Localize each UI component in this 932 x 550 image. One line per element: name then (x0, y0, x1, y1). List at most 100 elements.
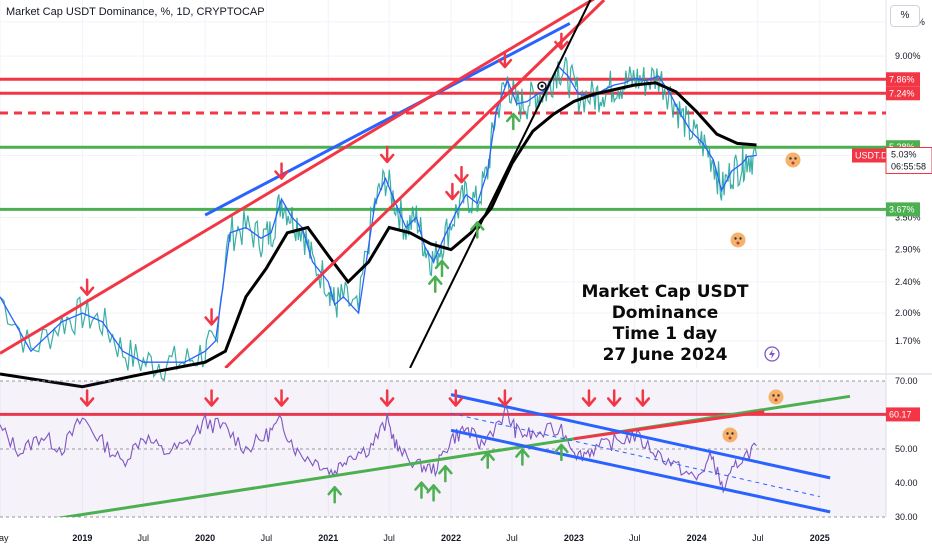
x-tick-label: 2024 (687, 533, 707, 543)
up-arrow (470, 221, 485, 239)
chart-title: Market Cap USDT Dominance, %, 1D, CRYPTO… (6, 6, 265, 18)
y-tick-label: 30.00 (895, 512, 918, 522)
eye-pupil (540, 84, 544, 88)
up-arrow (515, 448, 530, 466)
oscillator-level-badge (886, 407, 920, 422)
price-axis: 11.00%9.00%3.50%2.90%2.40%2.00%1.70%70.0… (895, 17, 925, 522)
up-arrow (506, 112, 521, 131)
y-tick-label: 2.90% (895, 245, 921, 255)
y-tick-label: 2.00% (895, 308, 921, 318)
up-arrow (426, 484, 441, 502)
x-tick-label: Jul (138, 533, 150, 543)
level-badge (886, 202, 920, 217)
monocle-face-icon-eye (777, 394, 780, 397)
monocle-face-icon-eye (789, 157, 792, 160)
down-arrow (581, 389, 597, 407)
symbol-tag (852, 148, 886, 163)
monocle-face-icon-mouth (774, 398, 778, 402)
price-series (0, 56, 758, 382)
lightning-bolt (769, 349, 775, 359)
main-arrows (79, 32, 569, 326)
x-tick-label: Jul (261, 533, 273, 543)
current-value-badge (885, 147, 932, 175)
oscillator-arrows (79, 389, 651, 504)
y-tick-label: 9.00% (895, 51, 921, 61)
up-arrow (554, 443, 569, 462)
x-tick-label: May (0, 533, 9, 543)
x-tick-label: 2019 (72, 533, 92, 543)
oscillator-trendline-group (56, 393, 851, 517)
down-arrow (379, 389, 395, 407)
current-value-text: 5.03% (891, 150, 917, 160)
down-arrow (79, 389, 95, 407)
x-tick-label: 2020 (195, 533, 215, 543)
down-arrow (606, 389, 622, 407)
up-arrow (480, 451, 495, 469)
lightning-icon (764, 346, 780, 362)
countdown-text: 06:55:58 (891, 162, 926, 172)
shocked-face-icon-eye (734, 237, 737, 240)
level-badge-text: 3.67% (889, 204, 915, 214)
main-trendline (224, 0, 606, 368)
oscillator-trendline (573, 410, 765, 441)
monocle-face-icon (785, 152, 801, 168)
shocked-face-icon (730, 232, 746, 248)
down-arrow (448, 389, 464, 407)
down-arrow (204, 308, 219, 326)
main-trendline-group (0, 0, 606, 368)
y-tick-label: 1.70% (895, 336, 921, 346)
moving-average-series (0, 81, 757, 389)
monocle-face-icon-eye (794, 157, 797, 160)
level-badge (886, 72, 920, 87)
annotation-line-3: 27 June 2024 (602, 345, 728, 365)
oscillator-trendline (450, 393, 831, 480)
up-arrow (438, 464, 453, 483)
x-tick-label: Jul (629, 533, 641, 543)
main-trendlines (0, 0, 606, 368)
up-arrow (327, 485, 342, 504)
monocle-face-icon-mouth (728, 436, 732, 440)
x-tick-label: Jul (752, 533, 764, 543)
monocle-face-icon-eye (772, 394, 775, 397)
slow-average-line (0, 81, 757, 389)
price-badges: 7.86%7.24%5.28%3.67%60.17USDT.D5.03%06:5… (852, 72, 932, 422)
time-axis: May 2019 Jul 2020 Jul 2021 Jul 2022 Jul 2023 Jul 20… (0, 533, 830, 543)
y-tick-label: 40.00 (895, 478, 918, 488)
x-tick-label: 2021 (318, 533, 338, 543)
main-trendline (409, 0, 592, 368)
oscillator-level-badge-text: 60.17 (889, 409, 912, 419)
y-tick-label: 70.00 (895, 376, 918, 386)
y-tick-label: 3.50% (895, 212, 921, 222)
monocle-face-icon (722, 427, 738, 443)
x-tick-label: 2023 (564, 533, 584, 543)
down-arrow (554, 32, 569, 51)
emoji-markers (537, 81, 801, 443)
oscillator-midline (450, 412, 820, 498)
chart-annotation: Market Cap USDT Dominance Time 1 day 27 … (530, 282, 800, 366)
level-badge-text: 7.24% (889, 88, 915, 98)
annotation-line-1: Market Cap USDT Dominance (581, 282, 749, 323)
monocle-face-icon-eye (726, 432, 729, 435)
down-arrow (635, 389, 651, 407)
monocle-face-icon (768, 389, 784, 405)
up-arrow (414, 481, 429, 499)
annotation-line-2: Time 1 day (612, 324, 718, 344)
x-tick-label: 2025 (810, 533, 830, 543)
up-arrow (434, 259, 450, 278)
down-arrow (204, 389, 219, 407)
main-trendline (204, 22, 571, 217)
monocle-face-icon-eye (731, 432, 734, 435)
down-arrow (454, 165, 469, 184)
oscillator-trendline (450, 428, 831, 514)
down-arrow (379, 145, 395, 164)
down-arrow (445, 182, 460, 201)
y-tick-label: 2.40% (895, 277, 921, 287)
percent-scale-button[interactable]: % (890, 5, 920, 27)
oscillator-trendlines (56, 393, 851, 517)
monocle-face-icon-mouth (791, 161, 795, 165)
fast-average-line (0, 64, 757, 363)
x-tick-label: Jul (506, 533, 518, 543)
up-arrow (428, 275, 443, 293)
level-badge (886, 86, 920, 101)
